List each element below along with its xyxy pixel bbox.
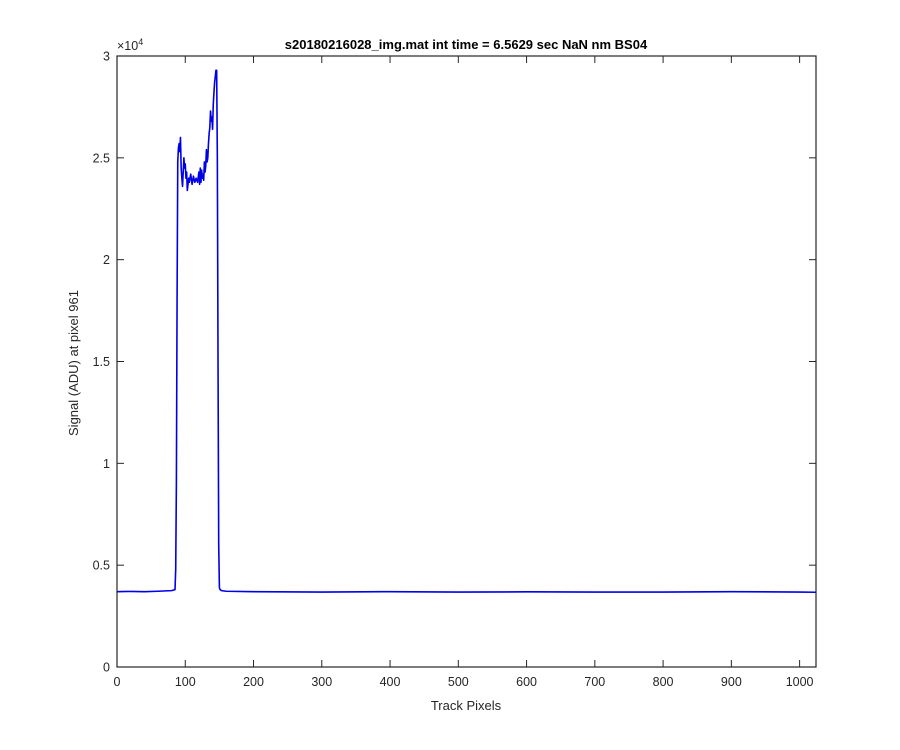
y-tick-label: 2.5 [93,151,110,165]
x-tick-label: 100 [175,675,196,689]
y-tick-label: 2 [103,253,110,267]
y-tick-label: 1.5 [93,355,110,369]
x-tick-label: 700 [584,675,605,689]
x-tick-label: 900 [721,675,742,689]
series-layer [116,69,817,594]
y-exponent-base: ×10 [117,39,138,53]
axes-box [116,55,817,668]
chart-title: s20180216028_img.mat int time = 6.5629 s… [285,37,648,52]
x-tick-label: 600 [516,675,537,689]
y-tick-label: 3 [103,50,110,64]
x-tick-label: 300 [311,675,332,689]
x-tick-label: 400 [380,675,401,689]
y-tick-label: 1 [103,457,110,471]
y-tick-label: 0.5 [93,559,110,573]
y-axis-exponent: ×104 [117,37,143,53]
x-tick-label: 500 [448,675,469,689]
y-axis-label: Signal (ADU) at pixel 961 [66,290,81,436]
x-tick-label: 1000 [786,675,814,689]
x-tick-label: 200 [243,675,264,689]
y-tick-label: 0 [103,661,110,675]
signal-series-line [116,69,817,594]
x-axis-label: Track Pixels [431,698,502,713]
ticks-layer: 0 100 200 300 400 500 600 700 800 900 1000 0 0.5 1 1.5… [93,50,816,689]
y-exponent-power: 4 [138,37,143,47]
plot-area [117,56,816,667]
x-tick-label: 800 [653,675,674,689]
x-tick-label: 0 [114,675,121,689]
